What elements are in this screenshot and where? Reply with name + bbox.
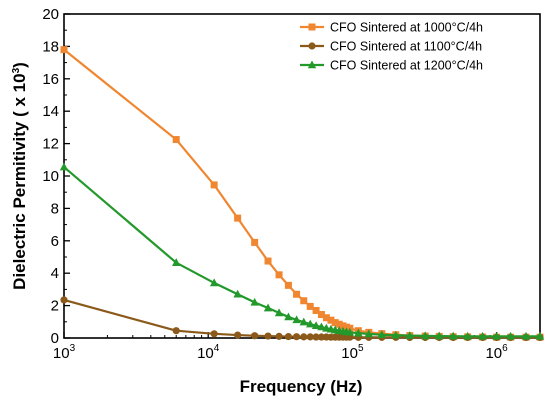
legend-entry-2: CFO Sintered at 1100°C/4h (300, 40, 482, 54)
data-point-square (172, 136, 180, 144)
legend-entry-3: CFO Sintered at 1200°C/4h (300, 59, 483, 73)
data-point-square (322, 314, 330, 322)
data-point-circle (308, 42, 316, 50)
data-point-triangle (307, 60, 317, 69)
y-tick-label: 4 (51, 265, 59, 282)
data-point-square (234, 214, 242, 222)
data-point-square (60, 46, 68, 54)
data-point-circle (60, 296, 68, 304)
data-point-triangle (263, 303, 273, 312)
data-point-square (331, 319, 339, 327)
data-point-circle (312, 333, 320, 341)
data-point-triangle (405, 331, 414, 339)
data-point-triangle (317, 322, 326, 331)
data-point-circle (172, 327, 180, 335)
data-point-triangle (377, 330, 387, 339)
series-line (63, 298, 540, 339)
data-point-triangle (535, 331, 545, 340)
data-point-triangle (292, 315, 301, 324)
x-tick-label: 106 (485, 343, 508, 362)
data-point-circle (317, 333, 326, 341)
data-point-square (312, 306, 320, 314)
y-tick-label: 10 (42, 168, 59, 185)
y-tick-label: 18 (42, 38, 59, 55)
y-tick-label: 6 (51, 233, 59, 250)
legend-entry-1: CFO Sintered at 1000°C/4h (300, 21, 483, 35)
y-tick-label: 0 (51, 330, 59, 347)
data-point-triangle (59, 162, 69, 171)
x-tick-label: 104 (197, 343, 220, 362)
data-point-square (210, 181, 218, 189)
data-point-square (306, 302, 314, 310)
data-point-square (339, 322, 347, 330)
series-line (63, 48, 540, 339)
data-point-triangle (463, 331, 472, 340)
data-point-triangle (435, 331, 444, 340)
data-point-triangle (521, 331, 531, 340)
data-point-triangle (364, 329, 374, 338)
y-tick-label: 14 (42, 103, 59, 120)
data-point-triangle (354, 328, 363, 337)
data-point-triangle (209, 278, 219, 287)
data-point-circle (251, 332, 259, 340)
data-point-square (327, 316, 335, 324)
data-point-triangle (391, 330, 401, 339)
y-axis-title: Dielectric Permitivity ( x 103) (10, 62, 29, 290)
data-point-triangle (448, 331, 458, 340)
data-point-square (284, 281, 292, 289)
y-tick-label: 20 (42, 6, 59, 23)
data-point-circle (292, 333, 301, 341)
data-point-triangle (250, 297, 259, 306)
series-3 (59, 162, 545, 340)
data-point-triangle (492, 331, 501, 340)
data-point-circle (284, 332, 293, 341)
data-point-triangle (345, 327, 355, 336)
y-tick-label: 2 (51, 298, 59, 315)
y-tick-label: 16 (42, 71, 59, 88)
data-point-triangle (311, 321, 321, 329)
data-point-circle (306, 333, 314, 341)
y-axis-title-tail: ) (10, 62, 29, 68)
legend-label: CFO Sintered at 1000°C/4h (330, 21, 483, 35)
y-axis-title-sup: 3 (11, 67, 22, 73)
data-point-square (275, 271, 283, 279)
x-tick-label: 105 (341, 343, 364, 362)
data-point-square (317, 311, 325, 319)
data-point-square (335, 320, 343, 328)
data-point-triangle (233, 289, 242, 298)
data-point-circle (210, 330, 218, 338)
legend-label: CFO Sintered at 1100°C/4h (330, 40, 482, 54)
data-point-square (264, 257, 272, 265)
series-line (63, 166, 540, 338)
data-point-circle (234, 331, 242, 339)
data-point-circle (264, 332, 272, 340)
data-point-triangle (506, 331, 515, 340)
x-axis-title: Frequency (Hz) (240, 377, 363, 396)
data-point-circle (275, 332, 283, 340)
data-point-triangle (299, 317, 308, 326)
data-point-triangle (284, 312, 293, 321)
data-point-triangle (478, 331, 487, 340)
y-tick-label: 8 (51, 200, 59, 217)
series-1 (60, 46, 544, 341)
data-point-circle (300, 333, 308, 341)
data-point-triangle (421, 331, 430, 340)
data-point-square (251, 238, 259, 246)
y-axis-title-main: Dielectric Permitivity ( x 10 (10, 73, 29, 289)
data-point-square (308, 23, 316, 31)
data-point-triangle (172, 258, 181, 266)
data-point-square (293, 290, 301, 298)
data-point-square (300, 297, 308, 305)
data-point-triangle (306, 319, 315, 328)
y-tick-label: 12 (42, 136, 59, 153)
x-tick-label: 103 (53, 343, 76, 362)
data-point-triangle (274, 308, 284, 317)
legend-label: CFO Sintered at 1200°C/4h (330, 59, 483, 73)
